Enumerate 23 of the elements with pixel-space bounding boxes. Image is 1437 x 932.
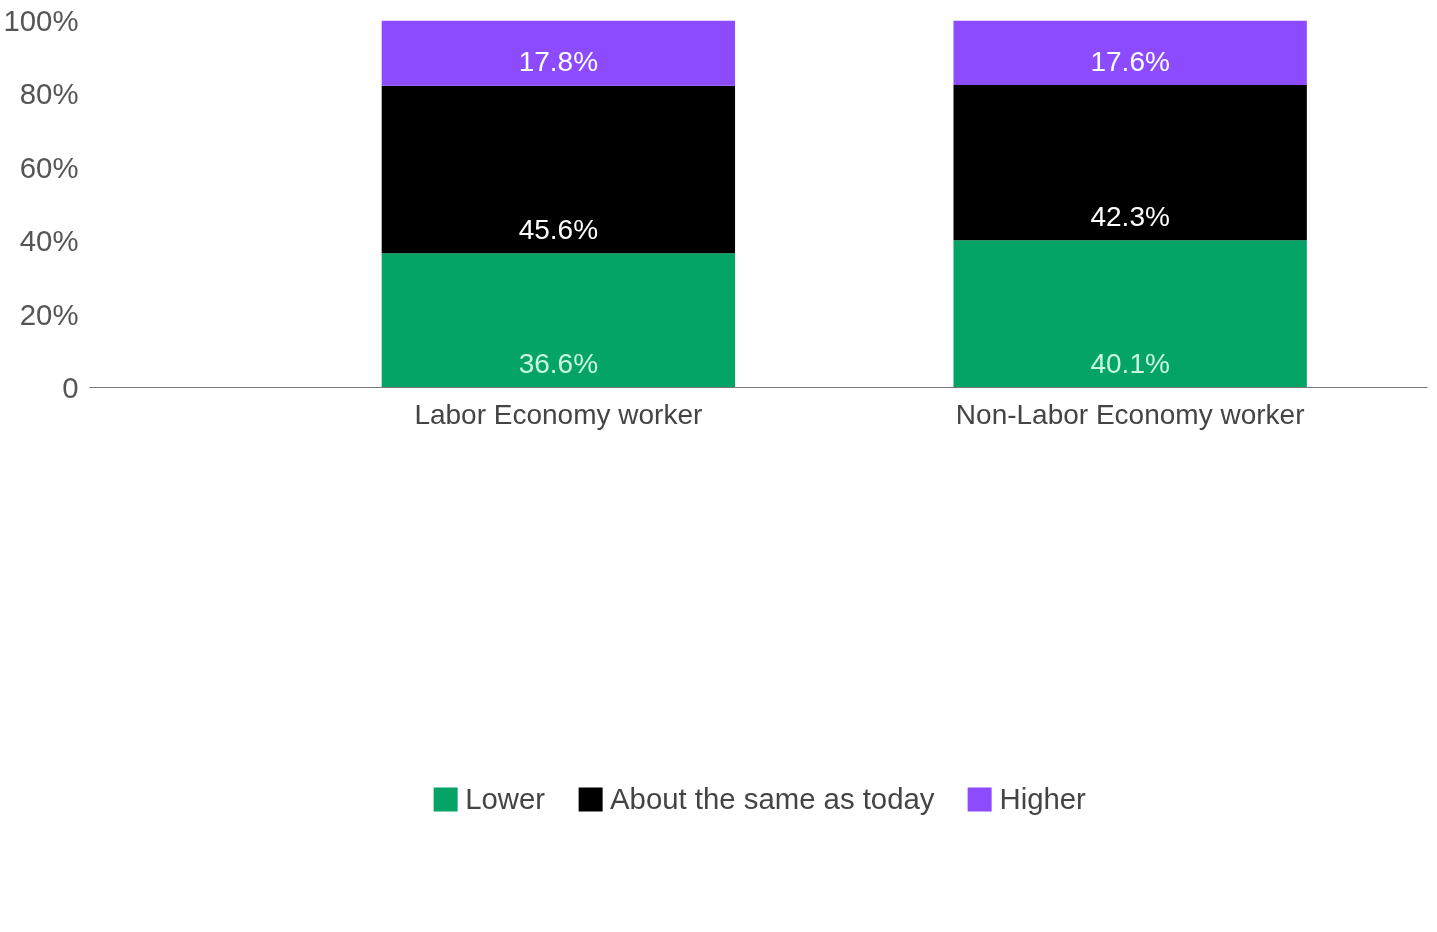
bar xyxy=(953,20,1307,86)
bar xyxy=(381,20,736,86)
x-tick-label: Labor Economy worker xyxy=(414,398,703,430)
data-label: 40.1% xyxy=(1090,348,1170,380)
bar xyxy=(381,253,736,388)
x-tick-label: Non-Labor Economy worker xyxy=(955,398,1305,430)
data-label: 36.6% xyxy=(518,348,599,380)
data-label: 42.3% xyxy=(1090,200,1170,232)
bar xyxy=(381,85,736,254)
data-label: 17.8% xyxy=(518,46,599,78)
bar xyxy=(953,240,1307,388)
bar xyxy=(953,85,1307,241)
legend-label: Lower xyxy=(465,781,546,816)
y-tick-label: 100% xyxy=(3,4,79,37)
y-tick-label: 80% xyxy=(19,77,79,111)
legend-label: Higher xyxy=(999,781,1086,816)
data-label: 17.6% xyxy=(1090,45,1170,77)
y-tick-label: 0 xyxy=(62,371,79,404)
y-tick-label: 60% xyxy=(19,150,79,184)
legend-label: About the same as today xyxy=(610,781,935,816)
y-tick-label: 40% xyxy=(19,224,79,258)
data-label: 45.6% xyxy=(518,213,599,245)
y-tick-label: 20% xyxy=(19,297,79,331)
